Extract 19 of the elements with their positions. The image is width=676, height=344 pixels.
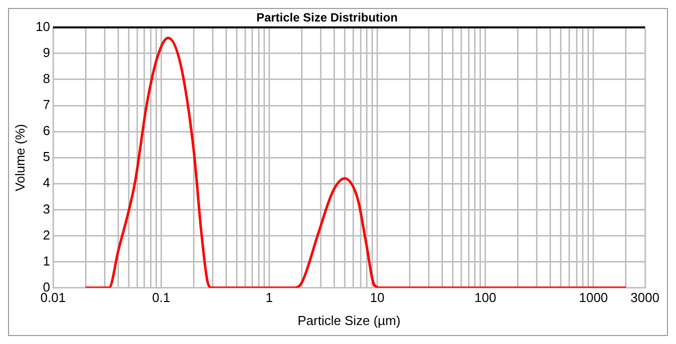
x-tick-label: 3000 [630, 290, 660, 306]
x-tick-label: 1000 [578, 290, 608, 306]
y-tick-label: 5 [42, 149, 50, 164]
chart-title: Particle Size Distribution [256, 10, 398, 25]
x-tick-label: 1 [266, 290, 273, 306]
y-tick-label: 6 [42, 123, 50, 138]
y-tick-label: 2 [42, 227, 50, 242]
y-tick-label: 1 [42, 253, 50, 268]
x-axis-title: Particle Size (µm) [298, 312, 400, 328]
x-tick-label: 0.1 [152, 290, 170, 306]
y-tick-label: 7 [42, 97, 50, 112]
y-tick-label: 9 [42, 45, 50, 60]
y-tick-label: 4 [42, 175, 50, 190]
y-tick-label: 8 [42, 71, 50, 86]
x-tick-label: 100 [474, 290, 496, 306]
y-tick-label: 10 [36, 18, 50, 34]
y-tick-label: 3 [42, 201, 50, 216]
y-axis-title: Volume (%) [12, 124, 28, 192]
x-tick-label: 10 [370, 290, 385, 306]
